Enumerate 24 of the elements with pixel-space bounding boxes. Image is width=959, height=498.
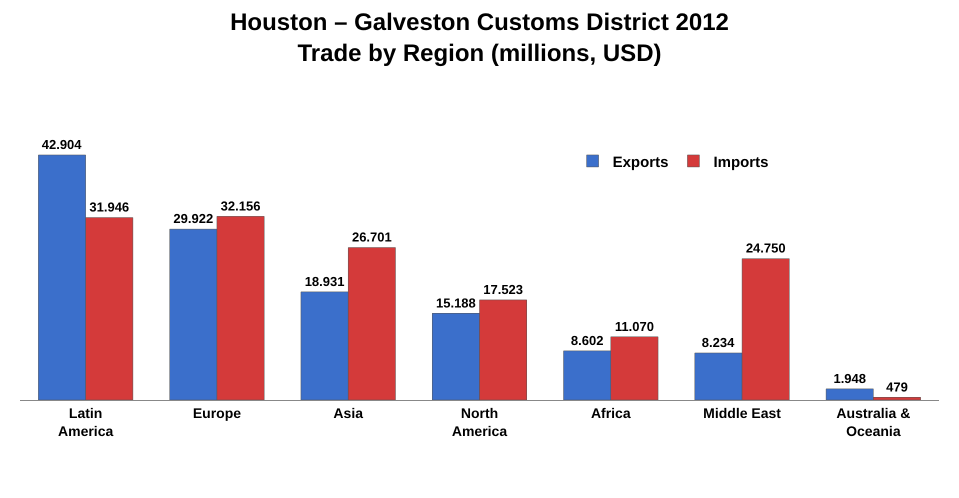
x-tick-label: Latin America <box>58 404 114 439</box>
data-label: 24.750 <box>746 240 786 256</box>
legend-label: Exports <box>612 154 668 171</box>
data-label: 15.188 <box>436 295 476 310</box>
data-label: 11.070 <box>614 318 654 334</box>
data-label: 18.931 <box>304 274 344 289</box>
data-label: 29.922 <box>173 211 214 226</box>
x-tick-label: Africa <box>590 404 631 421</box>
x-tick-label: Australia & Oceania <box>836 404 910 439</box>
x-tick-label: Middle East <box>703 404 782 421</box>
x-tick-label: Europe <box>192 404 242 421</box>
data-label: 1.948 <box>833 370 866 386</box>
data-label: 17.523 <box>483 282 524 297</box>
x-tick-label: Asia <box>333 404 364 421</box>
data-label: 8.234 <box>702 334 736 350</box>
data-label: 32.156 <box>220 198 260 214</box>
x-tick-label: North America <box>452 404 508 439</box>
legend-label: Imports <box>713 154 768 171</box>
data-label: 31.946 <box>89 200 130 215</box>
data-label: 26.701 <box>352 230 392 245</box>
data-label: 479 <box>886 379 908 394</box>
chart-title: Houston – Galveston Customs District 2012 Trade by Region (millions, USD) <box>230 8 729 68</box>
data-label: 42.904 <box>42 136 82 152</box>
data-label: 8.602 <box>570 332 604 348</box>
